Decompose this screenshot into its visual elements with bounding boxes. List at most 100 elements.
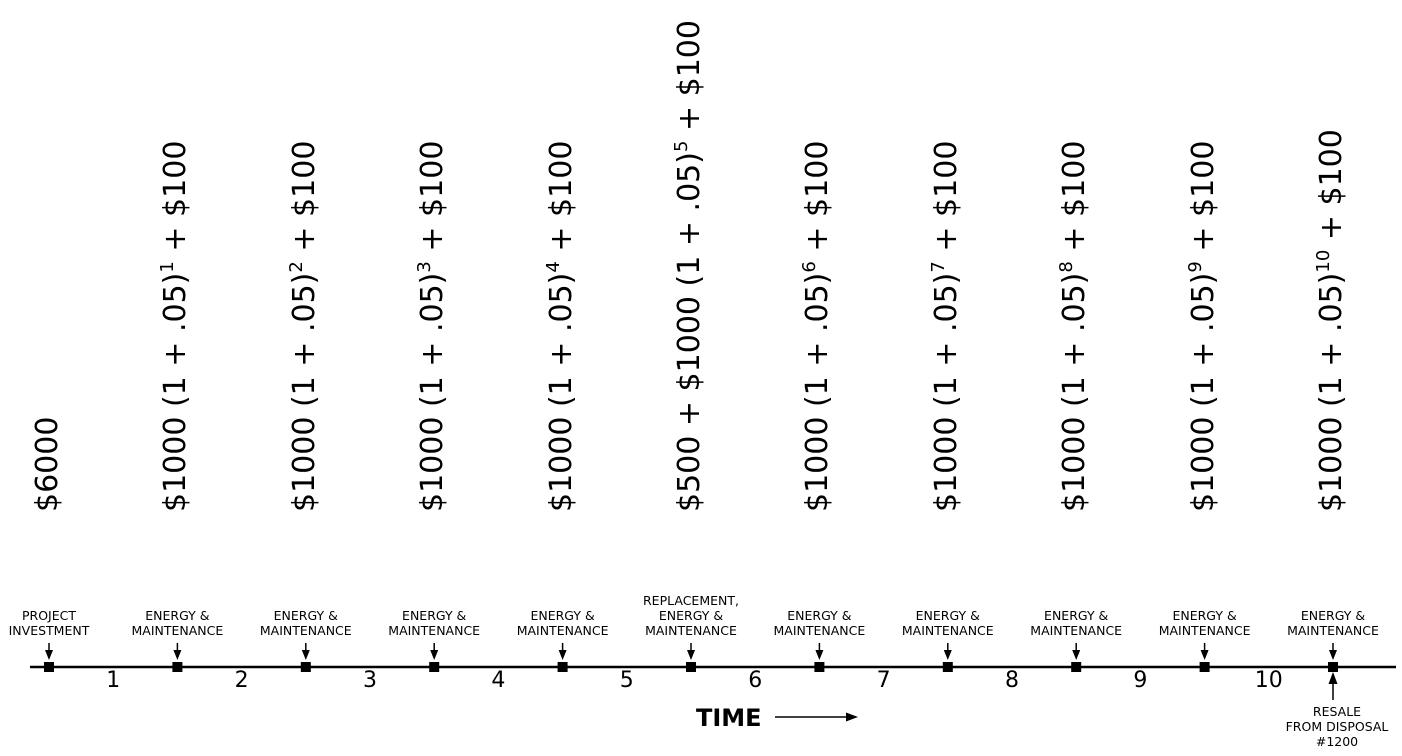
- period-number: 5: [619, 668, 634, 693]
- formula-text: $500 + $1000 (1 + .05): [672, 152, 707, 512]
- cost-formula: $1000 (1 + .05)7 + $100: [927, 140, 965, 512]
- cost-formula: $1000 (1 + .05)9 + $100: [1184, 140, 1222, 512]
- cash-flow-arrow: [558, 643, 567, 660]
- cash-flow-point-marker: [1328, 662, 1338, 672]
- resale-label: RESALE FROM DISPOSAL #1200: [1272, 704, 1402, 749]
- formula-exponent: 7: [927, 261, 949, 273]
- formula-text: $1000 (1 + .05): [415, 272, 451, 512]
- cash-flow-label-line: MAINTENANCE: [901, 623, 994, 638]
- period-number: 4: [491, 668, 506, 693]
- cash-flow-point-marker: [429, 662, 440, 672]
- formula-text: + $100: [928, 140, 964, 262]
- formula-text: + $100: [1057, 140, 1093, 262]
- formula-text: $1000 (1 + .05): [1057, 272, 1093, 512]
- cost-formula: $1000 (1 + .05)3 + $100: [414, 140, 451, 512]
- cash-flow-point-marker: [814, 662, 825, 672]
- cost-formula: $1000 (1 + .05)10 + $100: [1313, 129, 1350, 512]
- cash-flow-arrow: [301, 643, 310, 660]
- cost-formula: $1000 (1 + .05)6 + $100: [799, 140, 836, 512]
- cash-flow-arrow: [943, 643, 952, 660]
- cash-flow-label-line: MAINTENANCE: [131, 623, 224, 638]
- formula-exponent: 3: [414, 261, 436, 273]
- formula-exponent: 1: [157, 261, 179, 273]
- cash-flow-arrow: [1072, 643, 1081, 660]
- cash-flow-label-line: ENERGY &: [402, 608, 467, 623]
- time-direction-arrow: [775, 712, 858, 722]
- cash-flow-label-line: ENERGY &: [1044, 608, 1109, 623]
- cost-formula: $1000 (1 + .05)8 + $100: [1056, 140, 1093, 512]
- cash-flow-arrow: [430, 643, 439, 660]
- cash-flow-label: ENERGY & MAINTENANCE: [759, 608, 879, 638]
- period-number: 1: [106, 668, 121, 693]
- formula-exponent: 10: [1313, 249, 1334, 273]
- cash-flow-arrow: [45, 643, 53, 660]
- cash-flow-label-line: MAINTENANCE: [1158, 623, 1251, 638]
- formula-text: $1000 (1 + .05): [800, 272, 836, 512]
- cash-flow-label: ENERGY & MAINTENANCE: [117, 608, 237, 638]
- cash-flow-label-line: MAINTENANCE: [388, 623, 481, 638]
- cash-flow-label-line: ENERGY &: [658, 608, 724, 623]
- cash-flow-label-line: ENERGY &: [787, 608, 852, 623]
- cash-flow-point-marker: [1199, 662, 1210, 672]
- cost-formula: $1000 (1 + .05)2 + $100: [285, 141, 323, 512]
- formula-exponent: 6: [799, 261, 821, 273]
- period-number: 7: [876, 668, 891, 693]
- cash-flow-label: ENERGY & MAINTENANCE: [1273, 608, 1393, 638]
- cash-flow-label-line: ENERGY &: [145, 608, 210, 623]
- cash-flow-point-marker: [557, 662, 568, 672]
- cash-flow-arrow: [173, 643, 182, 660]
- cash-flow-label-line: MAINTENANCE: [1030, 623, 1123, 638]
- period-number: 2: [234, 668, 249, 693]
- cash-flow-label-line: ENERGY &: [273, 608, 338, 623]
- cash-flow-label-line: MAINTENANCE: [1287, 623, 1379, 638]
- period-number: 6: [748, 668, 763, 693]
- cash-flow-point-marker: [44, 662, 54, 672]
- period-number: 9: [1133, 668, 1148, 693]
- resale-arrow: [1328, 672, 1338, 700]
- formula-text: $1000 (1 + .05): [1185, 272, 1221, 512]
- cash-flow-label-line: MAINTENANCE: [773, 623, 866, 638]
- cash-flow-arrow: [815, 643, 824, 660]
- cash-flow-label-line: PROJECT: [21, 608, 76, 623]
- cash-flow-label-line: ENERGY &: [915, 608, 980, 623]
- cash-flow-point-marker: [172, 662, 183, 672]
- cash-flow-label: ENERGY & MAINTENANCE: [503, 608, 623, 638]
- cash-flow-point-marker: [1071, 662, 1082, 672]
- cash-flow-label: PROJECT INVESTMENT: [0, 608, 109, 638]
- formula-exponent: 4: [542, 261, 564, 273]
- cash-flow-label-line: ENERGY &: [1172, 608, 1237, 623]
- cash-flow-label-line: INVESTMENT: [8, 623, 90, 638]
- formula-exponent: 5: [671, 140, 692, 153]
- period-number: 8: [1005, 668, 1019, 693]
- cash-flow-label-line: REPLACEMENT,: [643, 593, 739, 608]
- cash-flow-label-line: ENERGY &: [1300, 608, 1366, 623]
- cash-flow-label: ENERGY & MAINTENANCE: [246, 608, 366, 638]
- formula-exponent: 8: [1056, 261, 1078, 273]
- cash-flow-point-marker: [686, 662, 696, 672]
- formula-text: + $100: [800, 140, 836, 262]
- formula-text: + $100: [672, 20, 707, 141]
- time-axis-label: TIME: [696, 704, 762, 732]
- formula-text: $1000 (1 + .05): [928, 272, 964, 512]
- resale-label-line: #1200: [1315, 734, 1359, 749]
- formula-exponent: 9: [1184, 261, 1206, 273]
- cash-flow-label: ENERGY & MAINTENANCE: [888, 608, 1008, 638]
- formula-text: $6000: [30, 416, 65, 512]
- cost-formula: $500 + $1000 (1 + .05)5 + $100: [671, 20, 708, 512]
- formula-text: $1000 (1 + .05): [158, 272, 194, 512]
- resale-label-line: RESALE: [1312, 704, 1362, 719]
- cash-flow-label-line: MAINTENANCE: [259, 623, 352, 638]
- cash-flow-arrow: [1200, 643, 1209, 660]
- period-number: 3: [363, 668, 377, 693]
- cash-flow-label: REPLACEMENT, ENERGY & MAINTENANCE: [631, 593, 751, 638]
- cash-flow-label-line: ENERGY &: [530, 608, 595, 623]
- formula-text: + $100: [415, 140, 451, 262]
- cash-flow-label: ENERGY & MAINTENANCE: [1145, 608, 1265, 638]
- cash-flow-label-line: MAINTENANCE: [516, 623, 609, 638]
- formula-text: + $100: [1185, 140, 1221, 262]
- formula-exponent: 2: [285, 261, 307, 273]
- period-number: 10: [1254, 668, 1283, 693]
- cost-formula: $6000: [30, 417, 66, 512]
- cash-flow-arrow: [1329, 643, 1337, 660]
